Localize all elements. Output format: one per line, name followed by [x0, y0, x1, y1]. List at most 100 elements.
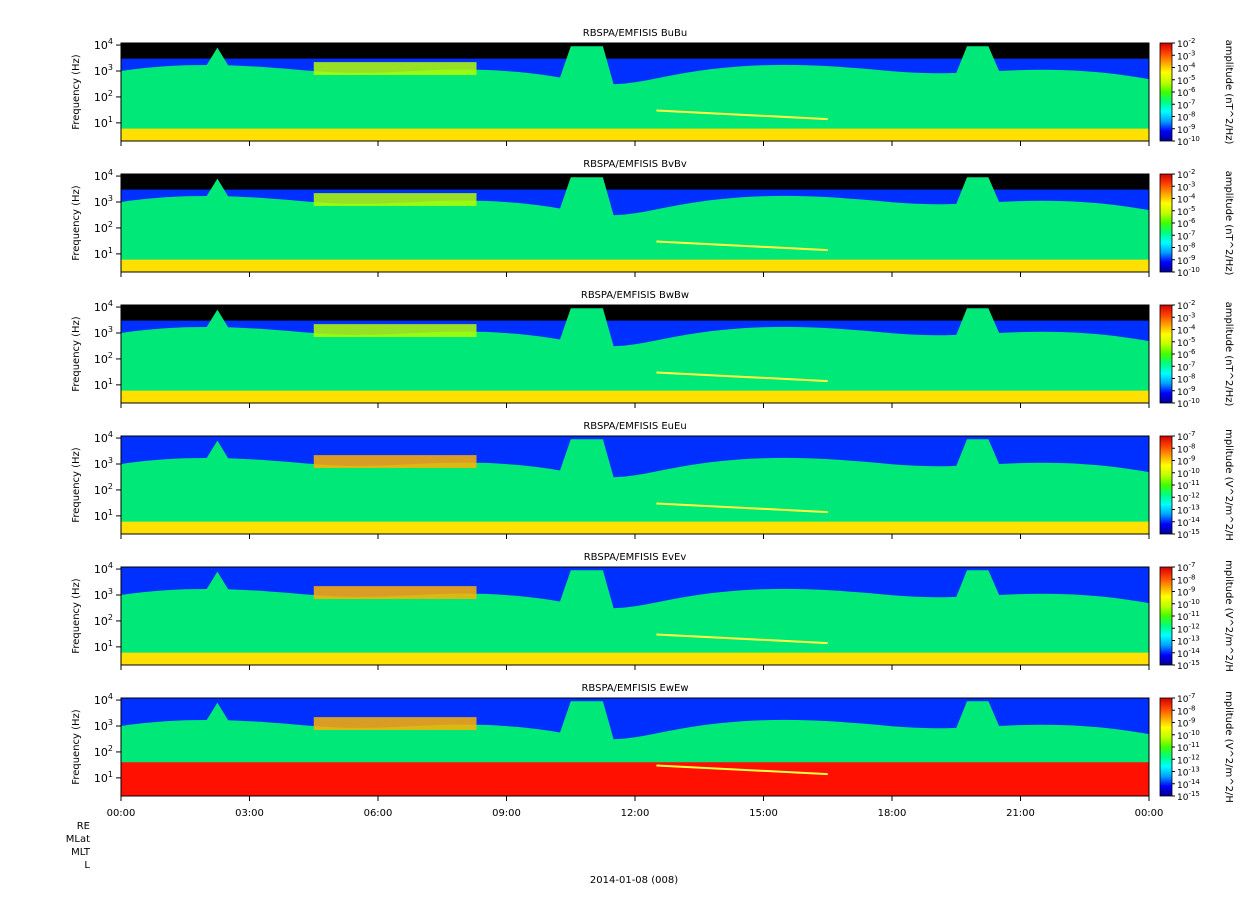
falling-tone-stripe [656, 764, 828, 776]
falling-tone-stripe [656, 109, 828, 121]
colorbar-tick-label: 10-6 [1177, 348, 1196, 361]
y-tick-label: 102 [94, 351, 113, 366]
falling-tone-stripe [656, 371, 828, 383]
colorbar-tick-label: 10-2 [1177, 37, 1195, 50]
colorbar-tick-label: 10-9 [1177, 385, 1195, 398]
x-tick-label: 00:00 [1135, 808, 1164, 819]
colorbar-tick-label: 10-2 [1177, 168, 1195, 181]
colorbar-tick-label: 10-11 [1177, 479, 1200, 492]
x-tick-label: 18:00 [878, 808, 907, 819]
colorbar-tick-label: 10-6 [1177, 217, 1196, 230]
date-label: 2014-01-08 (008) [589, 875, 679, 886]
colorbar-tick-label: 10-4 [1177, 324, 1196, 337]
colorbar-tick-label: 10-9 [1177, 586, 1195, 599]
colorbar-tick-label: 10-14 [1177, 778, 1200, 791]
colorbar-tick-label: 10-6 [1177, 86, 1196, 99]
colorbar-tick-label: 10-9 [1177, 455, 1195, 468]
colorbar-tick-label: 10-13 [1177, 766, 1200, 779]
y-tick-label: 104 [94, 168, 113, 183]
colorbar-tick-label: 10-14 [1177, 647, 1200, 660]
chorus-band [313, 324, 477, 338]
low-frequency-band [121, 521, 1149, 534]
ephemeris-label-mlt: MLT [71, 847, 90, 858]
x-tick-label: 00:00 [107, 808, 136, 819]
y-tick-label: 101 [94, 246, 113, 261]
colorbar-tick-label: 10-7 [1177, 561, 1195, 574]
colorbar-tick-label: 10-4 [1177, 62, 1196, 75]
y-tick-label: 104 [94, 692, 113, 707]
colorbar-label: amplitude (nT^2/Hz) [1223, 302, 1234, 407]
colorbar-tick-label: 10-8 [1177, 704, 1195, 717]
y-axis-label: Frequency (Hz) [71, 447, 82, 523]
falling-tone-stripe [656, 240, 828, 252]
y-tick-label: 102 [94, 89, 113, 104]
colorbar [1159, 42, 1173, 142]
y-tick-label: 101 [94, 508, 113, 523]
y-axis-label: Frequency (Hz) [71, 578, 82, 654]
panel-title: RBSPA/EMFISIS BwBw [581, 290, 689, 301]
colorbar-tick-label: 10-8 [1177, 242, 1195, 255]
falling-tone-stripe [656, 633, 828, 645]
low-frequency-band [121, 390, 1149, 403]
colorbar-tick-label: 10-8 [1177, 573, 1195, 586]
spectrogram-panel-5: RBSPA/EMFISIS EvEv 101 102 103 104 Frequency … [71, 552, 1234, 672]
y-tick-label: 101 [94, 639, 113, 654]
ephemeris-label-mlat: MLat [65, 834, 90, 845]
y-tick-label: 102 [94, 482, 113, 497]
colorbar-tick-label: 10-8 [1177, 442, 1195, 455]
colorbar-tick-label: 10-5 [1177, 336, 1195, 349]
y-tick-label: 104 [94, 430, 113, 445]
colorbar-tick-label: 10-7 [1177, 229, 1195, 242]
chorus-band [313, 717, 477, 731]
colorbar-tick-label: 10-9 [1177, 254, 1195, 267]
colorbar-tick-label: 10-10 [1177, 598, 1200, 611]
y-tick-label: 103 [94, 456, 113, 471]
ephemeris-label-re: RE [76, 821, 90, 832]
colorbar-tick-label: 10-3 [1177, 49, 1195, 62]
colorbar-label: mplitude (V^2/m^2/H [1223, 429, 1234, 541]
colorbar-tick-label: 10-7 [1177, 430, 1195, 443]
spectral-band-green [121, 177, 1149, 272]
y-tick-label: 103 [94, 63, 113, 78]
chorus-band [313, 586, 477, 600]
y-tick-label: 103 [94, 718, 113, 733]
colorbar-tick-label: 10-3 [1177, 311, 1195, 324]
y-tick-label: 101 [94, 377, 113, 392]
spectral-band-green [121, 308, 1149, 403]
colorbar-tick-label: 10-14 [1177, 516, 1200, 529]
x-tick-label: 03:00 [235, 808, 264, 819]
spectral-band-green [121, 439, 1149, 534]
colorbar-tick-label: 10-10 [1177, 135, 1200, 148]
colorbar-tick-label: 10-3 [1177, 180, 1195, 193]
colorbar-tick-label: 10-4 [1177, 193, 1196, 206]
spectrogram-panel-3: RBSPA/EMFISIS BwBw 101 102 103 104 Frequency … [71, 290, 1234, 410]
x-tick-label: 15:00 [749, 808, 778, 819]
colorbar-tick-label: 10-13 [1177, 504, 1200, 517]
colorbar-tick-label: 10-7 [1177, 692, 1195, 705]
colorbar [1159, 435, 1173, 535]
spectrogram-panel-6: RBSPA/EMFISIS EwEw 101 102 103 104 Frequency … [71, 683, 1234, 819]
y-axis-label: Frequency (Hz) [71, 316, 82, 392]
x-tick-label: 09:00 [492, 808, 521, 819]
colorbar-tick-label: 10-11 [1177, 741, 1200, 754]
colorbar-tick-label: 10-13 [1177, 635, 1200, 648]
colorbar-tick-label: 10-7 [1177, 98, 1195, 111]
panel-title: RBSPA/EMFISIS EwEw [581, 683, 688, 694]
low-frequency-band [121, 259, 1149, 272]
y-tick-label: 103 [94, 325, 113, 340]
y-tick-label: 104 [94, 561, 113, 576]
y-tick-label: 101 [94, 770, 113, 785]
colorbar [1159, 697, 1173, 797]
y-tick-label: 103 [94, 587, 113, 602]
spectrogram-panel-2: RBSPA/EMFISIS BvBv 101 102 103 104 Frequency … [71, 159, 1234, 279]
y-tick-label: 104 [94, 37, 113, 52]
colorbar-tick-label: 10-5 [1177, 205, 1195, 218]
colorbar-tick-label: 10-15 [1177, 659, 1200, 672]
y-tick-label: 102 [94, 220, 113, 235]
colorbar-tick-label: 10-10 [1177, 729, 1200, 742]
x-tick-label: 06:00 [364, 808, 393, 819]
colorbar-tick-label: 10-15 [1177, 790, 1200, 803]
colorbar-tick-label: 10-9 [1177, 717, 1195, 730]
colorbar-tick-label: 10-12 [1177, 753, 1200, 766]
